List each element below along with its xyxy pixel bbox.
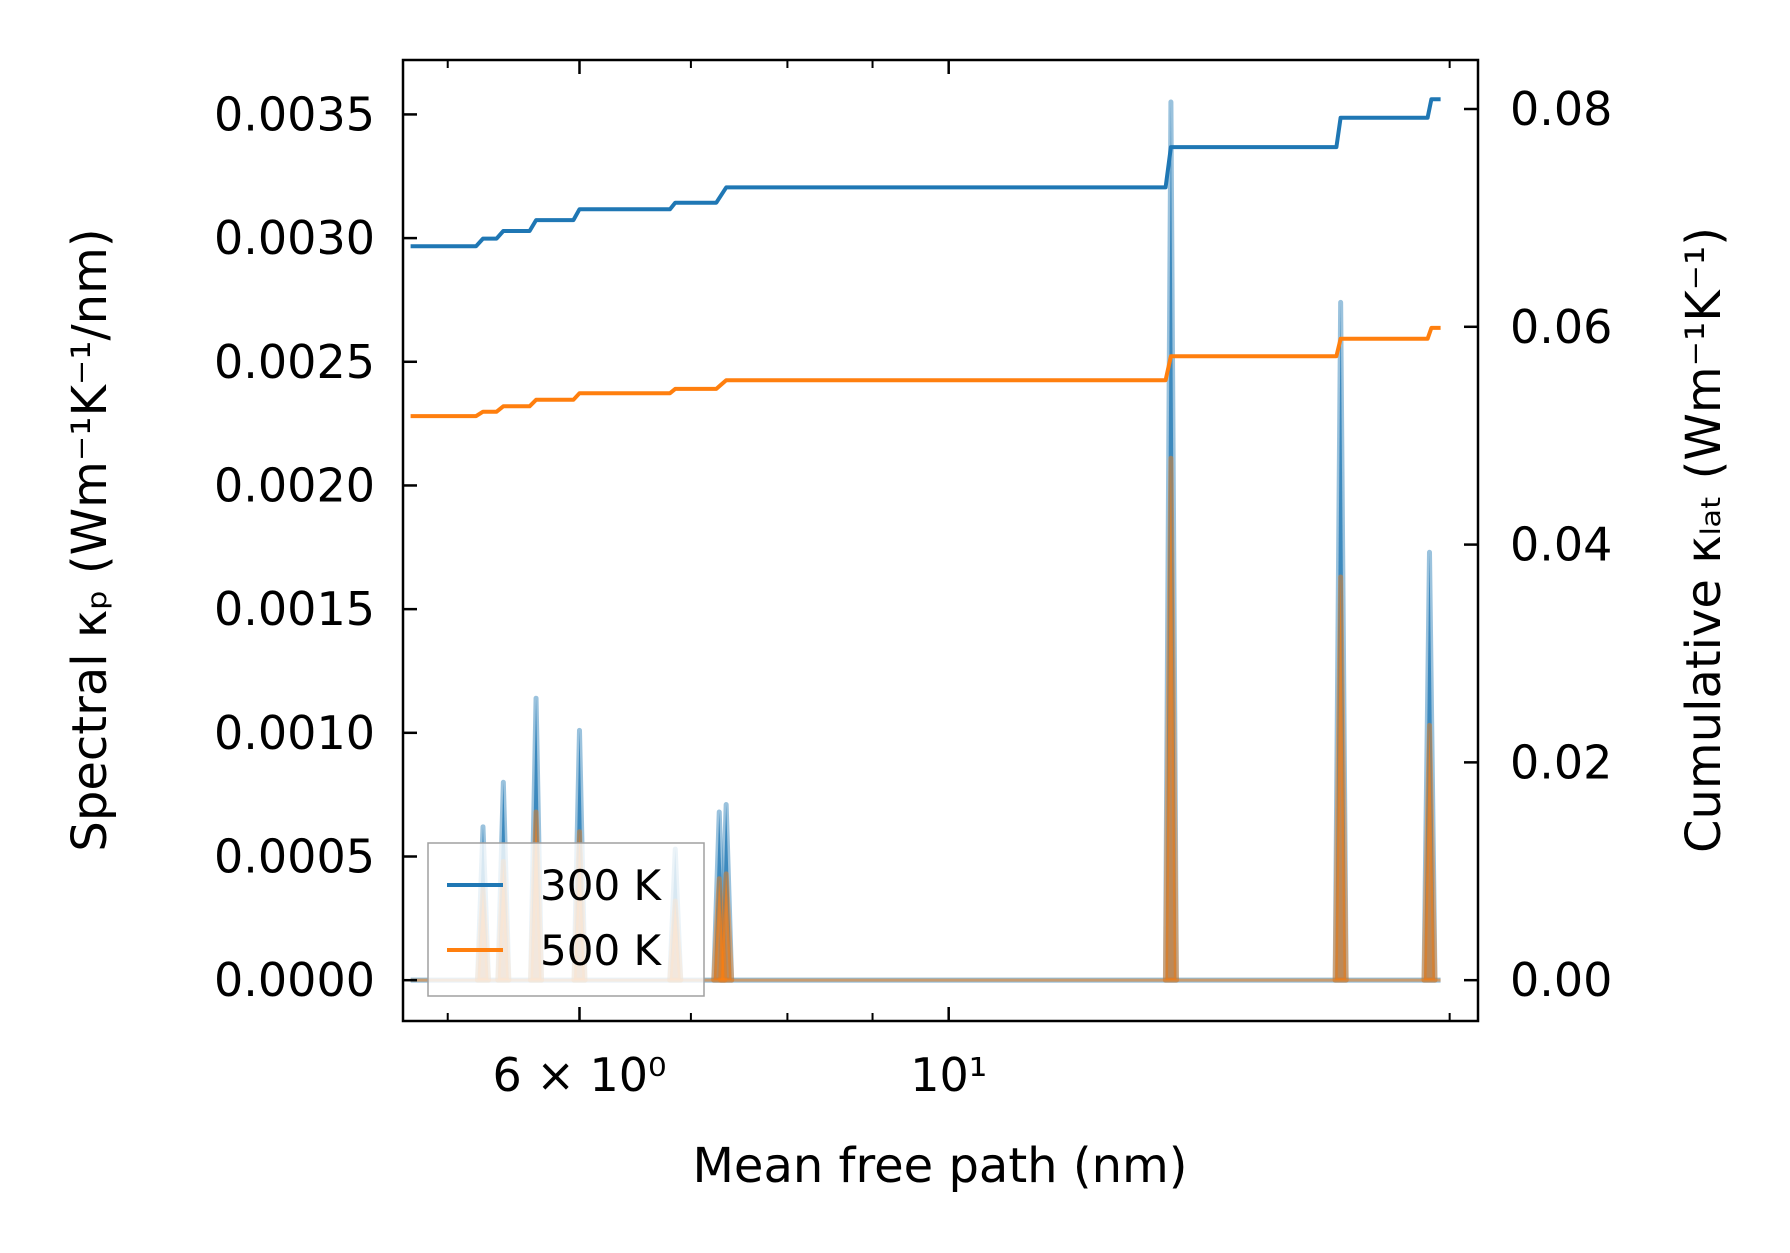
left-tick-label: 0.0030 — [214, 211, 375, 265]
x-axis-label: Mean free path (nm) — [693, 1138, 1188, 1194]
left-axis-label: Spectral κₚ (Wm⁻¹K⁻¹/nm) — [62, 228, 118, 851]
cumulative-line-300k — [410, 97, 1441, 249]
left-tick-label: 0.0005 — [214, 830, 375, 884]
legend: 300 K 500 K — [427, 842, 705, 997]
cumulative-layer — [410, 97, 1441, 419]
legend-label-300k: 300 K — [540, 861, 663, 910]
spectral-peak-500k-6 — [718, 871, 735, 983]
axes-frame — [401, 58, 1480, 1023]
spectral-peak-500k-9 — [1421, 722, 1438, 983]
ticks-layer: 0.0000 0.0005 0.0010 0.0015 0.0020 0.0025 0.00… — [214, 60, 1612, 1102]
left-tick-label: 0.0000 — [214, 953, 375, 1007]
spectral-peak-500k-7 — [1162, 455, 1179, 983]
left-tick-label: 0.0015 — [214, 582, 375, 636]
right-tick-label: 0.02 — [1510, 735, 1612, 789]
left-tick-label: 0.0020 — [214, 458, 375, 512]
right-tick-label: 0.06 — [1510, 300, 1612, 354]
cumulative-line-500k — [410, 325, 1441, 419]
right-tick-label: 0.08 — [1510, 82, 1612, 136]
right-tick-label: 0.00 — [1510, 953, 1612, 1007]
left-tick-label: 0.0010 — [214, 706, 375, 760]
x-tick-label: 10¹ — [910, 1048, 987, 1102]
left-tick-label: 0.0025 — [214, 335, 375, 389]
right-tick-label: 0.04 — [1510, 518, 1612, 572]
legend-frame — [427, 842, 705, 997]
spectral-peak-500k-8 — [1332, 574, 1349, 983]
legend-label-500k: 500 K — [540, 926, 663, 975]
left-tick-label: 0.0035 — [214, 87, 375, 141]
x-tick-label: 6 × 10⁰ — [492, 1048, 666, 1102]
right-axis-label: Cumulative κₗₐₜ (Wm⁻¹K⁻¹) — [1676, 227, 1732, 853]
